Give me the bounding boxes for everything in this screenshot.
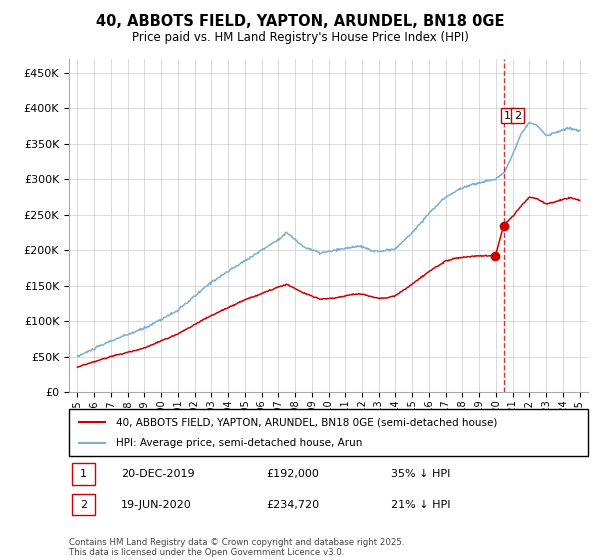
Text: 2: 2 xyxy=(514,110,521,120)
Text: HPI: Average price, semi-detached house, Arun: HPI: Average price, semi-detached house,… xyxy=(116,438,362,448)
Text: 1: 1 xyxy=(80,469,87,479)
Text: 40, ABBOTS FIELD, YAPTON, ARUNDEL, BN18 0GE (semi-detached house): 40, ABBOTS FIELD, YAPTON, ARUNDEL, BN18 … xyxy=(116,417,497,427)
Text: 2: 2 xyxy=(80,500,87,510)
Text: 20-DEC-2019: 20-DEC-2019 xyxy=(121,469,194,479)
Text: 1: 1 xyxy=(504,110,511,120)
Text: £234,720: £234,720 xyxy=(266,500,319,510)
FancyBboxPatch shape xyxy=(69,409,588,456)
Text: 21% ↓ HPI: 21% ↓ HPI xyxy=(391,500,450,510)
Text: £192,000: £192,000 xyxy=(266,469,319,479)
Text: 19-JUN-2020: 19-JUN-2020 xyxy=(121,500,191,510)
Text: 35% ↓ HPI: 35% ↓ HPI xyxy=(391,469,450,479)
Text: 40, ABBOTS FIELD, YAPTON, ARUNDEL, BN18 0GE: 40, ABBOTS FIELD, YAPTON, ARUNDEL, BN18 … xyxy=(96,14,504,29)
Text: Price paid vs. HM Land Registry's House Price Index (HPI): Price paid vs. HM Land Registry's House … xyxy=(131,31,469,44)
FancyBboxPatch shape xyxy=(71,494,95,515)
Text: Contains HM Land Registry data © Crown copyright and database right 2025.
This d: Contains HM Land Registry data © Crown c… xyxy=(69,538,404,557)
FancyBboxPatch shape xyxy=(71,463,95,484)
